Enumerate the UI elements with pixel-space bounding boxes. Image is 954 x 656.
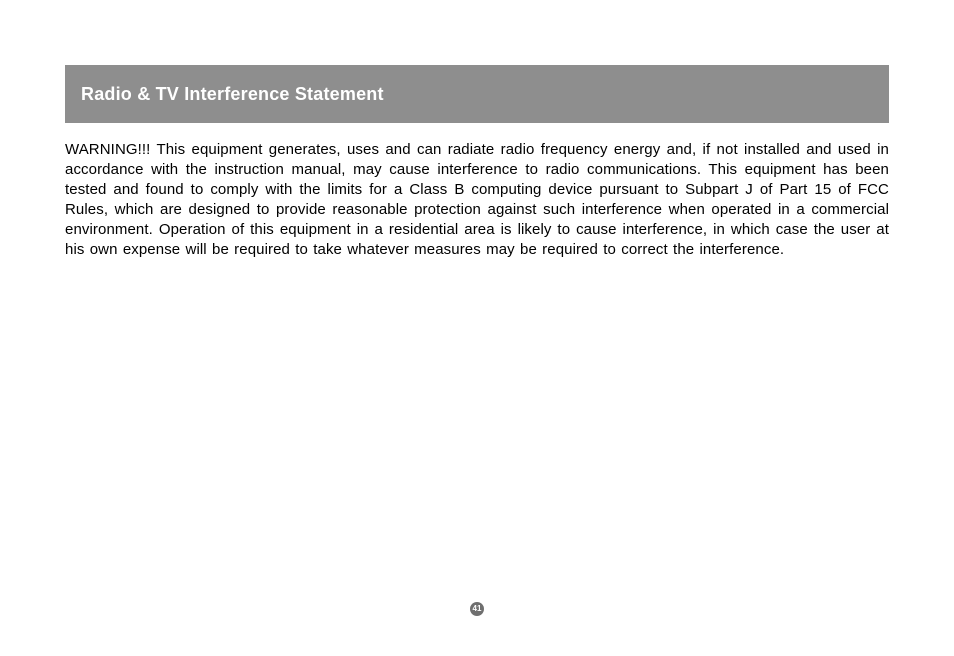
section-header-bar: Radio & TV Interference Statement — [65, 65, 889, 123]
section-title: Radio & TV Interference Statement — [81, 84, 384, 105]
document-page: Radio & TV Interference Statement WARNIN… — [0, 0, 954, 656]
page-number: 41 — [473, 605, 482, 613]
page-number-badge: 41 — [470, 602, 484, 616]
warning-paragraph: WARNING!!! This equipment generates, use… — [65, 140, 889, 260]
